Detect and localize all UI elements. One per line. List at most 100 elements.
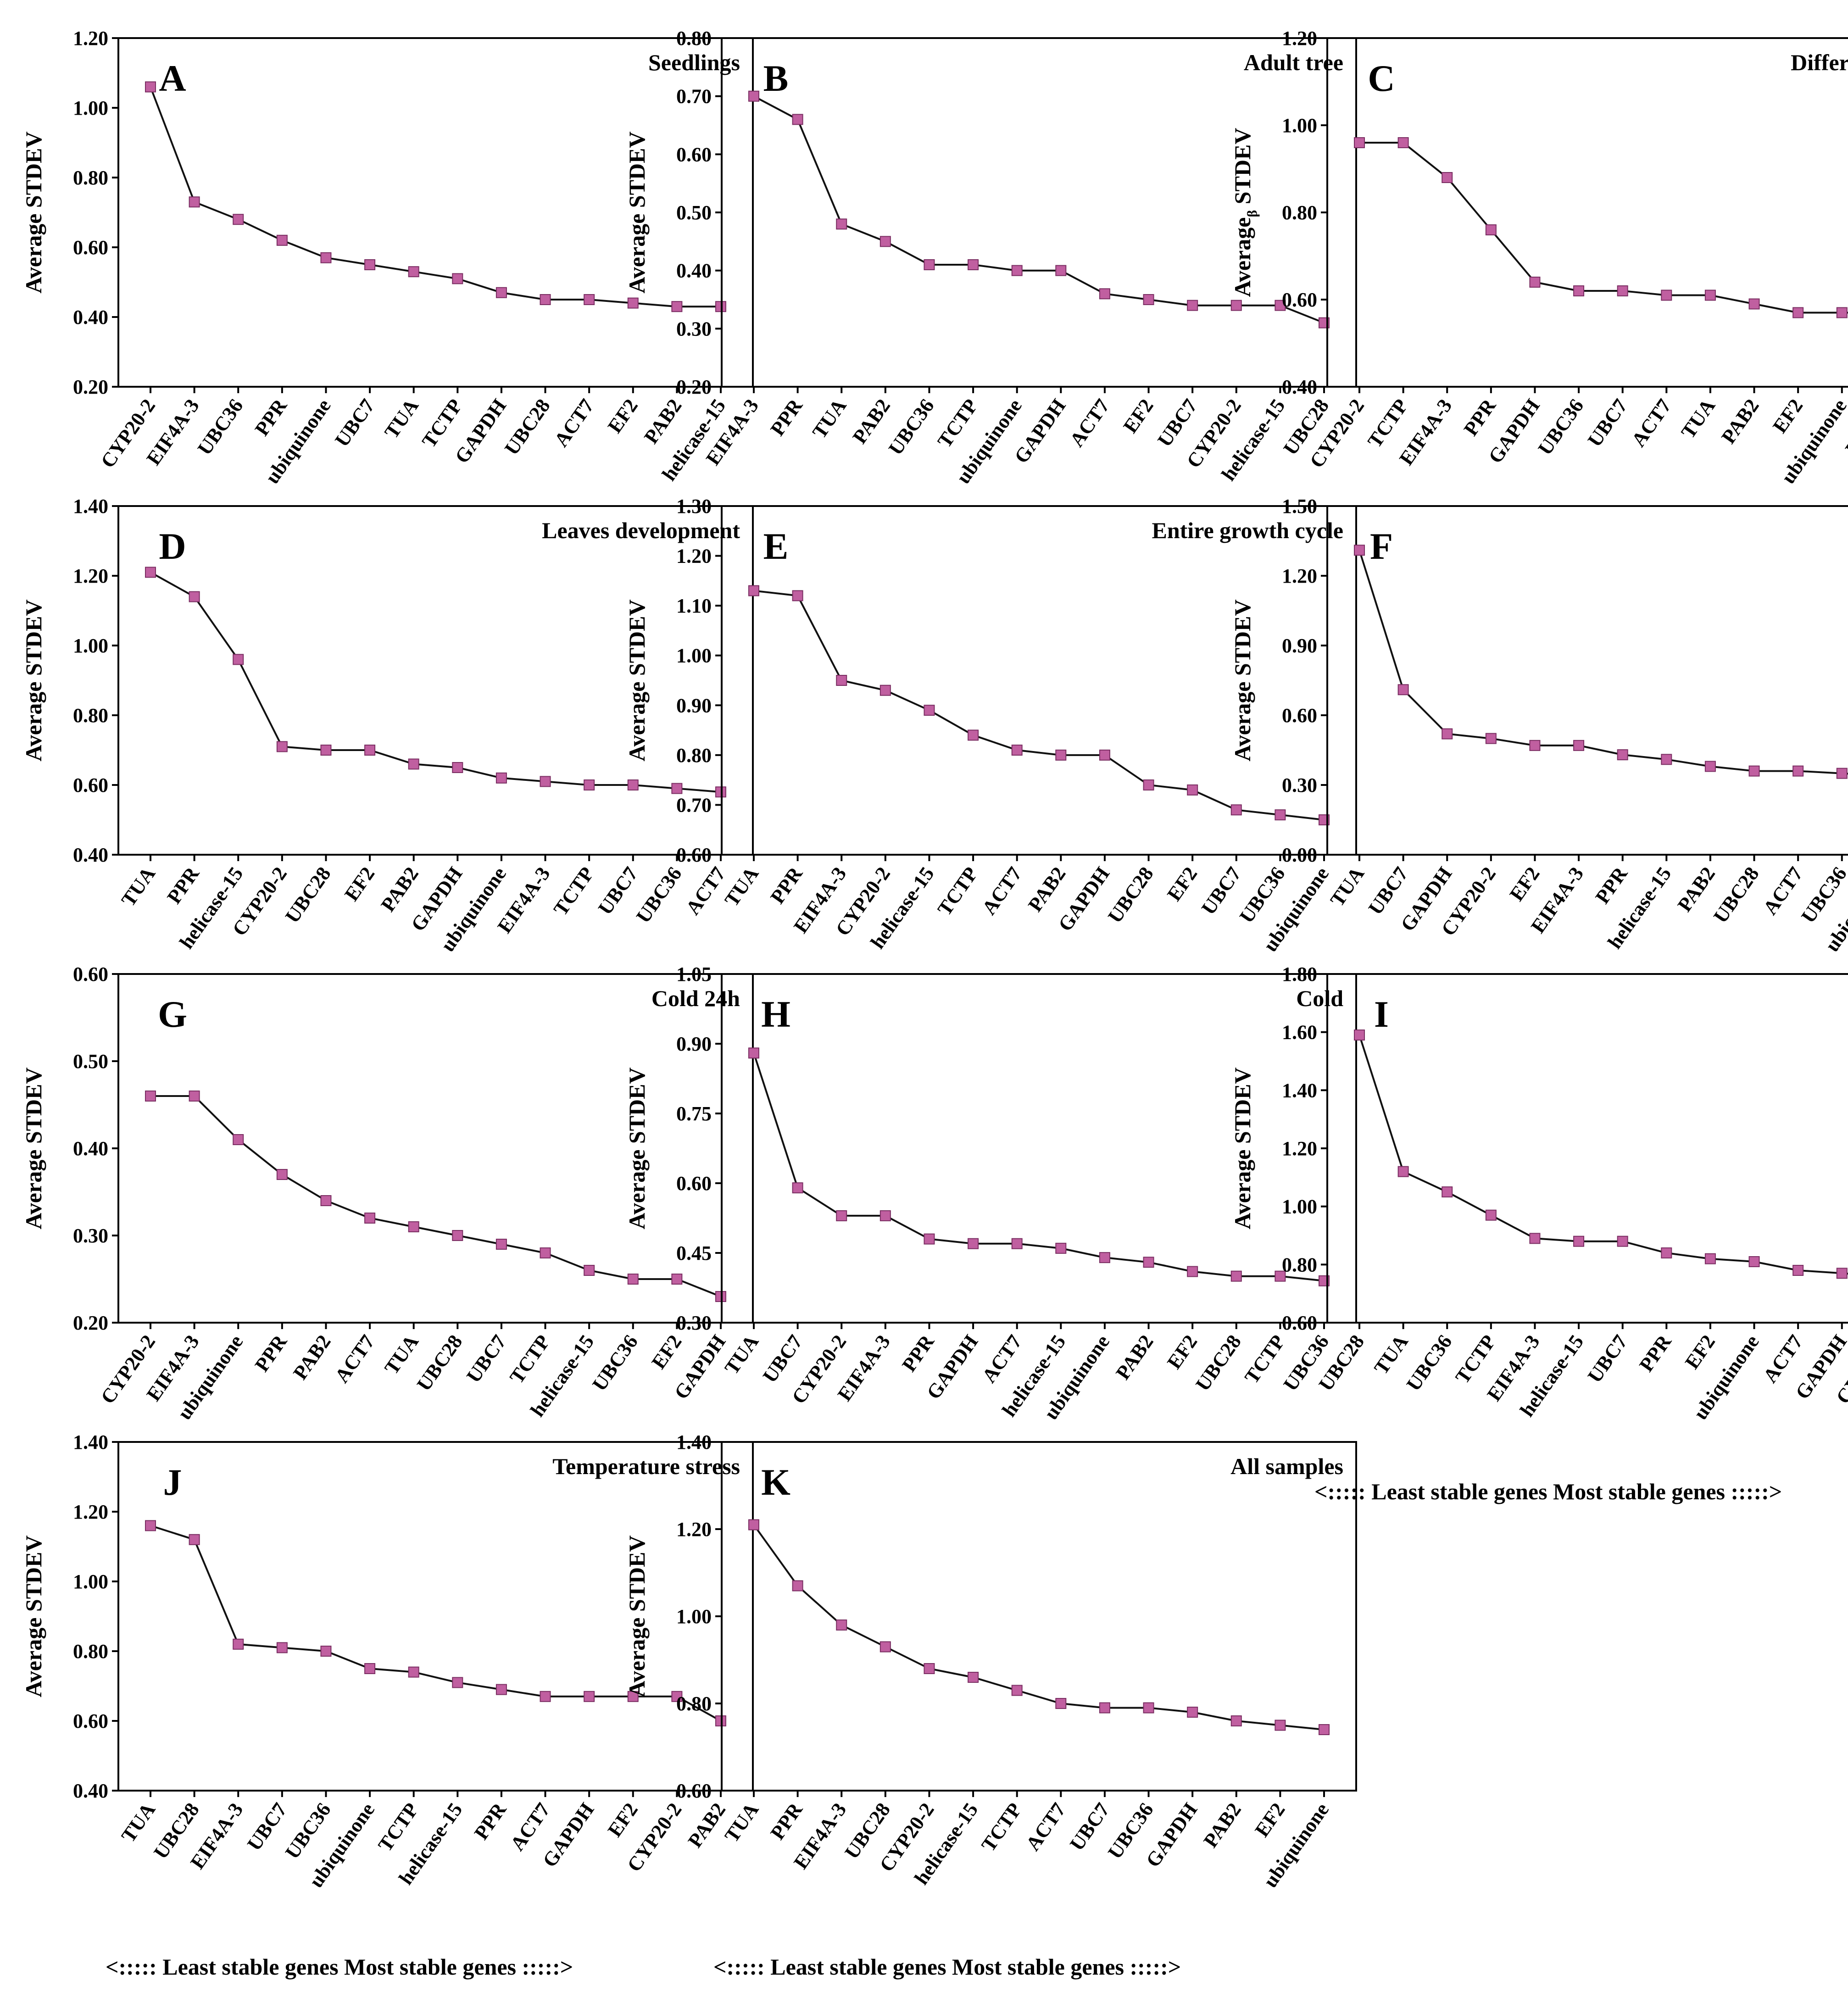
panel-title-e: Entire growth cycle <box>1152 518 1343 543</box>
data-point-e <box>924 705 935 716</box>
x-tick-label-j: PPR <box>470 1798 511 1844</box>
data-point-e <box>1275 809 1286 821</box>
y-tick-label-i: 1.80 <box>1282 963 1317 985</box>
x-tick-label-j: EF2 <box>603 1799 642 1841</box>
x-tick-label-b: PPR <box>766 395 807 440</box>
data-point-g <box>452 1230 463 1241</box>
x-tick-label-i: UBC36 <box>1402 1331 1457 1395</box>
data-point-a <box>540 294 551 305</box>
x-tick-label-d: UBC36 <box>632 863 686 927</box>
data-point-f <box>1748 765 1760 777</box>
y-tick-label-e: 1.00 <box>676 645 712 667</box>
data-point-k <box>748 1519 759 1531</box>
series-line-c <box>1359 142 1848 314</box>
plot-frame-j <box>117 1441 754 1792</box>
data-point-c <box>1485 224 1497 235</box>
y-axis-label-k: Average STDEV <box>624 1535 650 1697</box>
x-tick-label-d: PPR <box>163 863 204 908</box>
x-tick-label-k: TCTP <box>977 1799 1026 1856</box>
data-point-j <box>364 1663 376 1674</box>
x-tick-label-e: ACT7 <box>978 863 1026 919</box>
y-tick-label-j: 1.40 <box>73 1431 108 1453</box>
panel-letter-g: G <box>158 993 187 1035</box>
y-tick-label-e: 1.10 <box>676 595 712 617</box>
y-axis-label-c: Averageβ STDEV <box>1230 128 1260 297</box>
data-point-a <box>584 294 595 305</box>
footnote-j: <::::: Least stable genes Most stable ge… <box>106 1954 573 1980</box>
data-point-j <box>189 1534 200 1545</box>
data-point-f <box>1485 733 1497 744</box>
x-tick-label-c: EF2 <box>1768 395 1807 437</box>
data-point-e <box>879 685 891 696</box>
data-point-h <box>879 1210 891 1221</box>
x-tick-label-f: PAB2 <box>1673 863 1720 916</box>
data-point-e <box>1143 779 1154 790</box>
data-point-k <box>968 1672 979 1683</box>
y-tick-label-b: 0.80 <box>676 27 712 50</box>
y-tick-label-k: 1.00 <box>676 1605 712 1628</box>
data-point-k <box>1319 1724 1330 1735</box>
data-point-d <box>584 779 595 790</box>
data-point-c <box>1661 289 1672 301</box>
data-point-d <box>189 591 200 602</box>
series-line-h <box>753 1052 1325 1282</box>
y-tick-label-d: 0.80 <box>73 704 108 727</box>
data-point-b <box>1011 265 1023 276</box>
data-point-d <box>364 745 376 756</box>
panel-title-b: Adult tree <box>1244 50 1343 75</box>
panel-title-d: Leaves development <box>542 518 740 543</box>
data-point-d <box>627 779 639 790</box>
x-tick-label-d: ACT7 <box>681 863 730 919</box>
data-point-c <box>1397 137 1409 148</box>
x-tick-label-k: PAB2 <box>1199 1799 1246 1852</box>
data-point-e <box>1230 804 1242 816</box>
plot-frame-g <box>117 973 754 1324</box>
x-tick-label-f: PPR <box>1591 863 1632 908</box>
x-tick-label-k: ACT7 <box>1021 1799 1070 1855</box>
y-axis-label-e: Average STDEV <box>624 599 650 761</box>
x-tick-label-a: TUA <box>380 395 423 442</box>
y-tick-label-d: 1.00 <box>73 634 108 657</box>
y-tick-label-i: 1.20 <box>1282 1137 1317 1160</box>
plot-frame-f <box>1326 505 1848 856</box>
data-point-h <box>748 1047 759 1059</box>
series-line-f <box>1358 550 1848 775</box>
data-point-g <box>540 1247 551 1258</box>
y-tick-label-f: 1.20 <box>1282 565 1317 587</box>
x-tick-label-a: UBC7 <box>330 395 379 451</box>
data-point-k <box>1011 1685 1023 1696</box>
y-tick-label-b: 0.40 <box>676 260 712 282</box>
data-point-j <box>408 1666 419 1678</box>
plot-frame-i <box>1326 973 1848 1324</box>
y-tick-label-i: 0.80 <box>1282 1253 1317 1276</box>
data-point-b <box>1099 288 1110 300</box>
x-tick-label-g: ACT7 <box>330 1331 379 1387</box>
y-tick-label-k: 1.40 <box>676 1431 712 1453</box>
panel-letter-c: C <box>1368 57 1395 99</box>
x-tick-label-g: PPR <box>250 1330 292 1376</box>
data-point-d <box>233 654 244 665</box>
data-point-f <box>1442 728 1453 740</box>
plot-frame-a <box>117 37 754 388</box>
x-tick-label-g: PAB2 <box>289 1331 335 1384</box>
data-point-j <box>276 1642 288 1653</box>
x-tick-label-a: PAB2 <box>640 395 686 448</box>
data-point-k <box>1187 1707 1198 1718</box>
x-tick-label-j: PAB2 <box>684 1799 730 1852</box>
plot-frame-e <box>721 505 1357 856</box>
y-axis-label-i: Average STDEV <box>1230 1067 1255 1229</box>
y-tick-label-e: 0.90 <box>676 694 712 717</box>
data-point-f <box>1836 768 1848 779</box>
x-tick-label-g: UBC7 <box>462 1331 511 1387</box>
footnote-k: <::::: Least stable genes Most stable ge… <box>713 1954 1181 1980</box>
data-point-h <box>1230 1270 1242 1282</box>
y-tick-label-f: 0.60 <box>1282 704 1317 727</box>
y-tick-label-h: 1.05 <box>676 963 712 985</box>
y-tick-label-c: 1.20 <box>1282 27 1317 50</box>
y-tick-label-g: 0.20 <box>73 1312 108 1334</box>
data-point-d <box>540 776 551 787</box>
x-tick-label-f: UBC28 <box>1709 863 1764 927</box>
x-tick-label-d: PAB2 <box>377 863 423 916</box>
y-tick-label-a: 1.20 <box>73 27 108 50</box>
